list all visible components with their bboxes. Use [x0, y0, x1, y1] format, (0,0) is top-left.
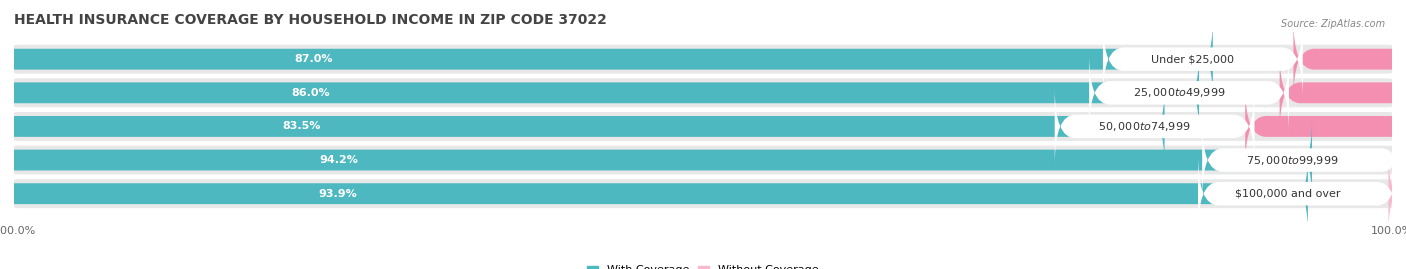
- Text: 100.0%: 100.0%: [1371, 226, 1406, 236]
- FancyBboxPatch shape: [0, 114, 1406, 206]
- FancyBboxPatch shape: [0, 120, 1312, 200]
- Text: $25,000 to $49,999: $25,000 to $49,999: [1133, 86, 1225, 99]
- FancyBboxPatch shape: [0, 13, 1406, 105]
- FancyBboxPatch shape: [0, 80, 1406, 172]
- Text: HEALTH INSURANCE COVERAGE BY HOUSEHOLD INCOME IN ZIP CODE 37022: HEALTH INSURANCE COVERAGE BY HOUSEHOLD I…: [14, 13, 607, 27]
- Text: 86.0%: 86.0%: [291, 88, 329, 98]
- FancyBboxPatch shape: [1102, 20, 1303, 98]
- FancyBboxPatch shape: [0, 47, 1406, 139]
- Text: 83.5%: 83.5%: [283, 121, 321, 132]
- FancyBboxPatch shape: [1294, 19, 1406, 99]
- FancyBboxPatch shape: [0, 19, 1213, 99]
- FancyBboxPatch shape: [1054, 88, 1254, 165]
- Text: 93.9%: 93.9%: [318, 189, 357, 199]
- FancyBboxPatch shape: [1279, 53, 1406, 133]
- Text: 87.0%: 87.0%: [294, 54, 333, 64]
- Text: $50,000 to $74,999: $50,000 to $74,999: [1098, 120, 1191, 133]
- FancyBboxPatch shape: [1392, 120, 1406, 200]
- Legend: With Coverage, Without Coverage: With Coverage, Without Coverage: [588, 265, 818, 269]
- FancyBboxPatch shape: [0, 148, 1406, 240]
- FancyBboxPatch shape: [0, 86, 1164, 167]
- FancyBboxPatch shape: [1246, 86, 1406, 167]
- FancyBboxPatch shape: [0, 53, 1199, 133]
- FancyBboxPatch shape: [1202, 121, 1402, 199]
- Text: 94.2%: 94.2%: [319, 155, 359, 165]
- Text: Under $25,000: Under $25,000: [1152, 54, 1234, 64]
- FancyBboxPatch shape: [1389, 154, 1406, 234]
- Text: $100,000 and over: $100,000 and over: [1234, 189, 1341, 199]
- FancyBboxPatch shape: [1198, 155, 1398, 232]
- Text: 100.0%: 100.0%: [0, 226, 35, 236]
- Text: Source: ZipAtlas.com: Source: ZipAtlas.com: [1281, 19, 1385, 29]
- FancyBboxPatch shape: [1090, 54, 1289, 132]
- FancyBboxPatch shape: [0, 154, 1308, 234]
- Text: $75,000 to $99,999: $75,000 to $99,999: [1246, 154, 1339, 167]
